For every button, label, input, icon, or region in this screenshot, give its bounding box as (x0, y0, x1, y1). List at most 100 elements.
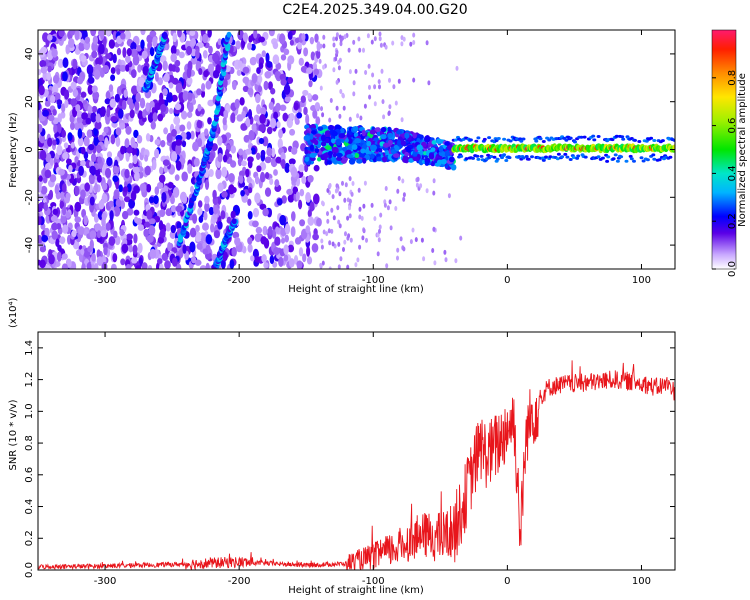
noise-cell (200, 108, 205, 115)
noise-cell (212, 69, 220, 79)
noise-cell (358, 214, 362, 220)
tone-edge (524, 155, 529, 158)
tone-edge (629, 157, 634, 161)
noise-cell (247, 198, 252, 206)
noise-cell (341, 93, 345, 99)
noise-cell (254, 175, 260, 185)
noise-cell (349, 237, 353, 243)
noise-cell (59, 191, 65, 200)
noise-cell (93, 135, 99, 146)
noise-cell (77, 136, 84, 147)
noise-cell (362, 228, 366, 234)
noise-cell (255, 226, 263, 234)
noise-cell (41, 235, 49, 242)
tone-edge (614, 134, 619, 138)
noise-cell (247, 210, 253, 220)
noise-cell (61, 129, 67, 138)
noise-cell (314, 102, 320, 110)
noise-cell (272, 54, 280, 65)
tone-edge (468, 138, 473, 142)
noise-cell (71, 229, 77, 238)
noise-cell (348, 176, 352, 182)
noise-cell (247, 243, 253, 253)
noise-cell (242, 32, 249, 43)
noise-cell (272, 261, 278, 268)
noise-cell (112, 175, 119, 183)
noise-cell (376, 251, 380, 257)
noise-cell (383, 202, 387, 208)
noise-cell (400, 117, 404, 123)
track-point (231, 218, 237, 225)
noise-cell (137, 64, 142, 73)
noise-cell (290, 166, 298, 178)
noise-cell (132, 154, 138, 165)
noise-cell (226, 216, 232, 224)
noise-cell (251, 123, 257, 132)
noise-cell (420, 237, 424, 243)
cluster-cell (309, 144, 314, 151)
noise-cell (51, 222, 58, 231)
noise-cell (242, 66, 250, 74)
y-tick-label: 0.0 (24, 562, 35, 578)
noise-cell (126, 146, 133, 154)
tone-edge (565, 155, 570, 159)
noise-cell (197, 200, 203, 208)
noise-cell (56, 123, 62, 134)
noise-cell (249, 56, 257, 66)
noise-cell (130, 190, 137, 202)
cluster-cell (440, 158, 447, 165)
noise-cell (110, 115, 118, 123)
tone-edge (583, 155, 588, 159)
noise-cell (175, 82, 183, 94)
noise-cell (94, 120, 102, 130)
noise-cell (328, 266, 332, 269)
noise-cell (402, 36, 406, 42)
noise-cell (245, 117, 251, 127)
noise-cell (247, 109, 253, 120)
noise-cell (254, 256, 260, 263)
noise-cell (319, 43, 323, 49)
noise-cell (204, 128, 209, 136)
noise-cell (335, 105, 339, 111)
noise-cell (104, 30, 112, 37)
tone-edge (459, 154, 464, 158)
noise-cell (268, 30, 275, 37)
noise-cell (62, 57, 69, 68)
noise-cell (84, 182, 91, 192)
noise-cell (273, 111, 279, 120)
noise-cell (142, 65, 150, 76)
colorbar (711, 29, 737, 270)
noise-cell (275, 102, 281, 112)
cluster-cell (304, 149, 309, 155)
noise-cell (412, 40, 416, 45)
noise-cell (283, 254, 289, 262)
noise-cell (166, 94, 173, 103)
noise-cell (388, 104, 392, 110)
noise-cell (257, 75, 263, 83)
noise-cell (260, 149, 266, 157)
noise-cell (409, 41, 413, 47)
noise-cell (38, 259, 42, 266)
noise-cell (431, 248, 435, 253)
noise-cell (38, 85, 45, 96)
noise-cell (339, 256, 343, 262)
noise-cell (47, 137, 53, 147)
noise-cell (361, 235, 365, 241)
noise-cell (316, 41, 321, 52)
tone-edge (596, 155, 601, 159)
noise-cell (93, 69, 101, 80)
noise-cell (443, 249, 447, 255)
noise-cell (108, 84, 114, 93)
noise-cell (207, 117, 212, 125)
noise-cell (399, 236, 403, 242)
noise-cell (315, 116, 321, 126)
noise-cell (72, 58, 78, 70)
noise-cell (370, 39, 374, 45)
noise-cell (230, 145, 237, 154)
noise-cell (203, 211, 208, 221)
noise-cell (348, 198, 352, 204)
noise-cell (300, 95, 306, 103)
noise-cell (101, 212, 107, 220)
tone-edge (575, 156, 580, 160)
noise-cell (64, 99, 69, 109)
